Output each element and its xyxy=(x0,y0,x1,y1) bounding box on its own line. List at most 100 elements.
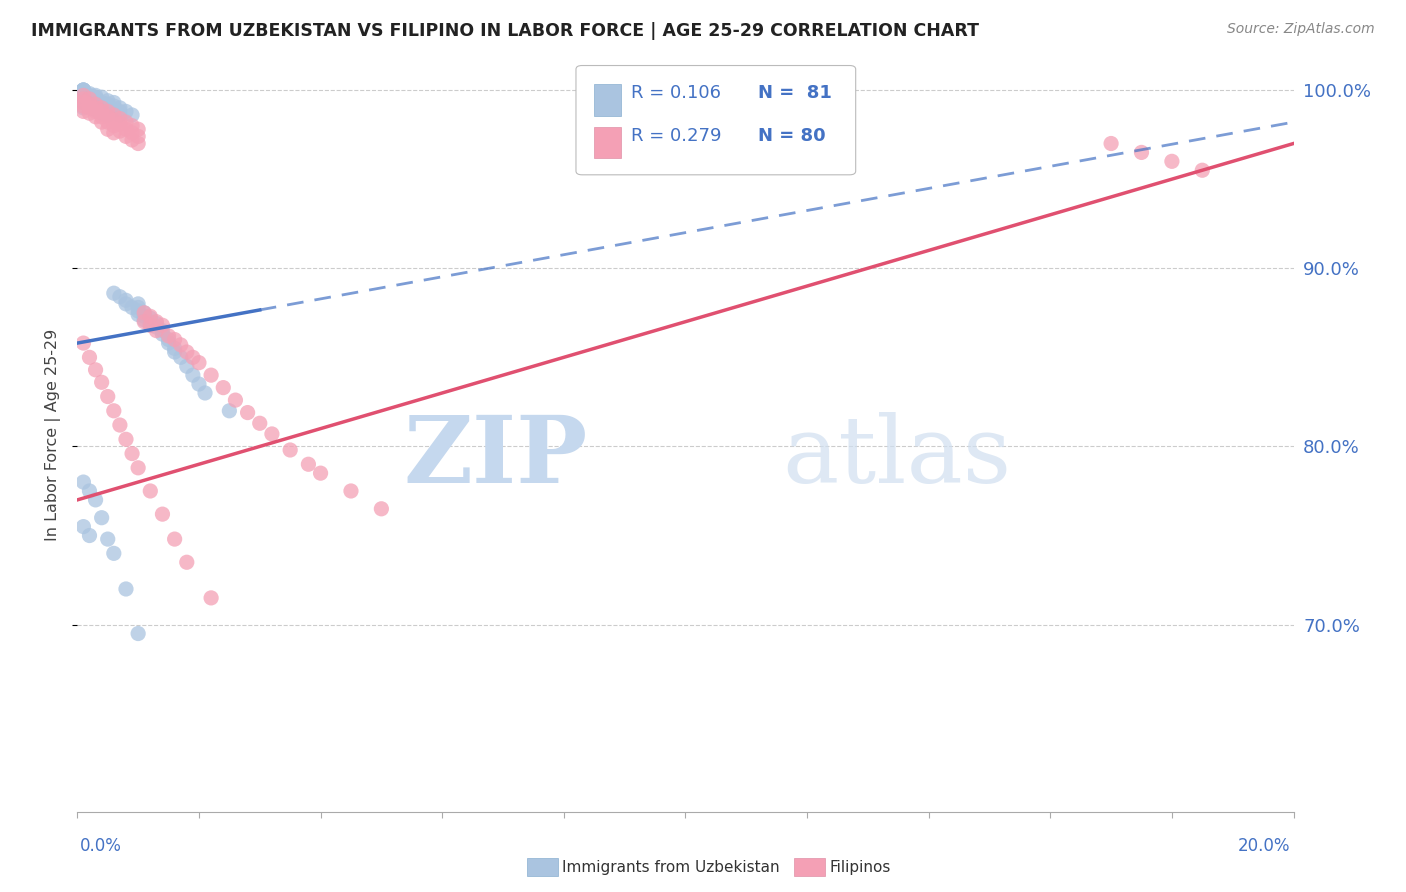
Point xyxy=(84,90,107,104)
Point xyxy=(108,112,131,126)
Point xyxy=(121,108,143,122)
Point xyxy=(127,460,149,475)
Point xyxy=(115,293,138,308)
Point xyxy=(90,99,112,113)
Point xyxy=(163,333,186,347)
Point xyxy=(121,126,143,140)
Point xyxy=(108,101,131,115)
Point xyxy=(90,101,112,115)
Y-axis label: In Labor Force | Age 25-29: In Labor Force | Age 25-29 xyxy=(45,329,60,541)
Point xyxy=(79,483,101,498)
Point xyxy=(1161,154,1184,169)
Point xyxy=(121,446,143,460)
Point xyxy=(115,115,138,129)
Point xyxy=(200,591,222,605)
Text: N =  81: N = 81 xyxy=(758,85,832,103)
Point xyxy=(97,115,120,129)
Point xyxy=(181,368,204,383)
Point xyxy=(72,83,94,97)
Point xyxy=(84,103,107,117)
Point xyxy=(84,99,107,113)
Point xyxy=(115,104,138,119)
Point xyxy=(139,318,162,333)
Point xyxy=(152,507,174,521)
Point xyxy=(134,313,156,327)
Point xyxy=(170,338,193,352)
Point xyxy=(79,97,101,112)
Point xyxy=(72,519,94,533)
Point xyxy=(84,363,107,377)
Point xyxy=(79,87,101,101)
Point xyxy=(79,95,101,110)
Point xyxy=(139,483,162,498)
Point xyxy=(90,376,112,390)
Point xyxy=(236,406,259,420)
Point xyxy=(121,301,143,315)
Point xyxy=(188,356,211,370)
Point xyxy=(84,88,107,103)
Point xyxy=(103,95,125,110)
Point xyxy=(134,315,156,329)
Point xyxy=(84,94,107,108)
Point xyxy=(278,442,301,457)
Point xyxy=(108,104,131,119)
Text: 20.0%: 20.0% xyxy=(1239,837,1291,855)
Point xyxy=(115,582,138,596)
Point xyxy=(145,317,167,331)
Point xyxy=(145,315,167,329)
Point xyxy=(72,83,94,97)
Point xyxy=(103,103,125,117)
Point xyxy=(181,351,204,365)
FancyBboxPatch shape xyxy=(576,65,856,175)
Point xyxy=(79,106,101,120)
Point xyxy=(72,87,94,101)
Point xyxy=(127,136,149,151)
Point xyxy=(152,318,174,333)
Bar xyxy=(595,127,621,158)
Point xyxy=(340,483,363,498)
Point xyxy=(157,333,180,347)
Point xyxy=(163,345,186,359)
Point xyxy=(97,108,120,122)
Point xyxy=(157,336,180,351)
Point xyxy=(79,88,101,103)
Point xyxy=(97,104,120,119)
Point xyxy=(170,351,193,365)
Point xyxy=(72,101,94,115)
Point xyxy=(97,101,120,115)
Point xyxy=(84,101,107,115)
Text: R = 0.279: R = 0.279 xyxy=(631,127,721,145)
Point xyxy=(79,92,101,106)
Text: R = 0.106: R = 0.106 xyxy=(631,85,721,103)
Point xyxy=(139,315,162,329)
Point xyxy=(260,427,283,442)
Text: atlas: atlas xyxy=(783,412,1012,502)
Text: Filipinos: Filipinos xyxy=(830,860,891,874)
Point xyxy=(90,95,112,110)
Point xyxy=(309,466,332,480)
Point xyxy=(224,393,246,408)
Point xyxy=(121,119,143,133)
Point xyxy=(97,94,120,108)
Point xyxy=(145,324,167,338)
Point xyxy=(188,377,211,392)
Point xyxy=(127,129,149,144)
Point xyxy=(79,528,101,542)
Point xyxy=(79,97,101,112)
Point xyxy=(84,92,107,106)
Point xyxy=(97,110,120,124)
Point xyxy=(97,97,120,112)
Point xyxy=(139,310,162,324)
Point xyxy=(79,90,101,104)
Point xyxy=(108,117,131,131)
Point xyxy=(127,301,149,315)
Text: N = 80: N = 80 xyxy=(758,127,825,145)
Point xyxy=(152,324,174,338)
Text: 0.0%: 0.0% xyxy=(80,837,122,855)
Point xyxy=(249,417,271,431)
Point xyxy=(84,97,107,112)
Point xyxy=(218,404,240,418)
Point xyxy=(84,110,107,124)
Point xyxy=(103,99,125,113)
Point xyxy=(72,88,94,103)
